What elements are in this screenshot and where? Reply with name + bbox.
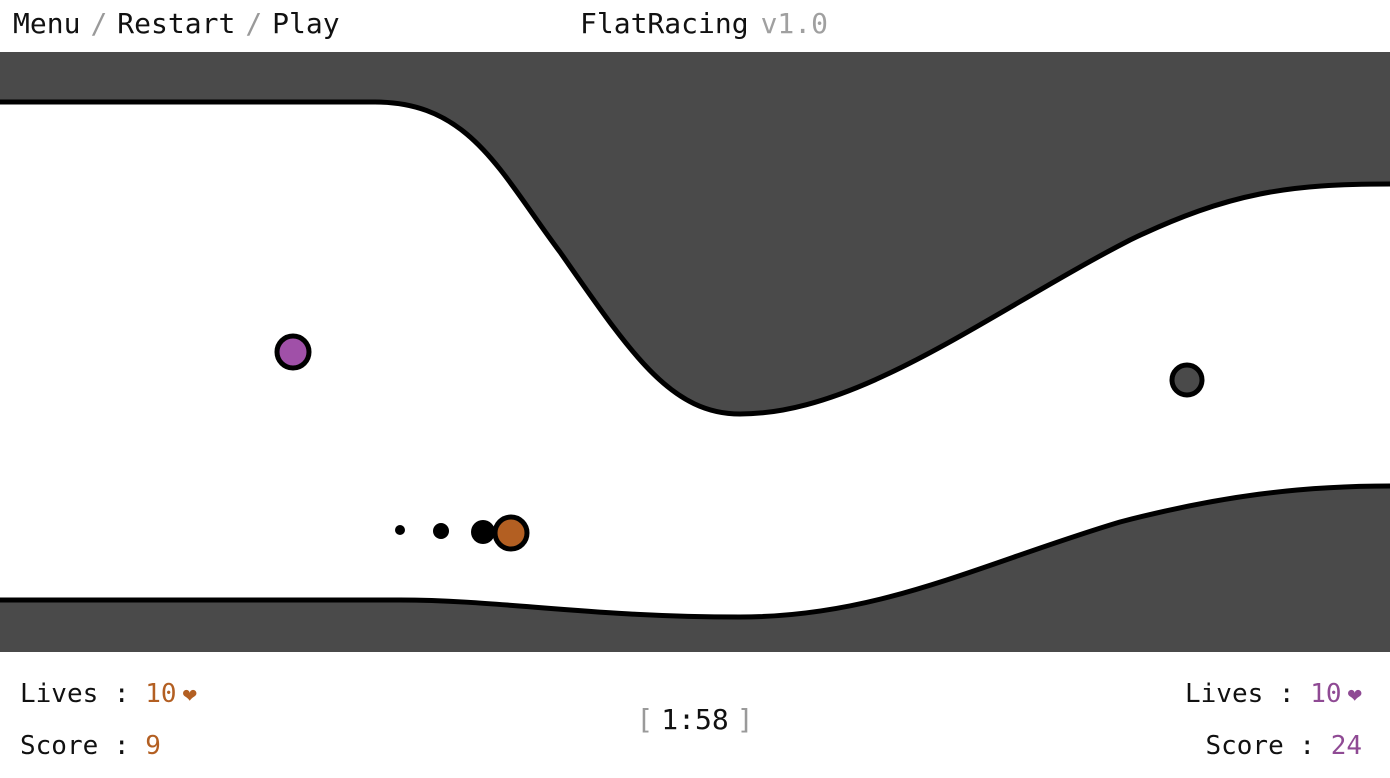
orange-player-trail xyxy=(471,520,495,544)
nav-separator: / xyxy=(90,7,108,40)
lives-value: 10 xyxy=(1310,679,1342,709)
player-one-lives: Lives : 10 ❤ xyxy=(20,678,197,710)
orange-player-trail xyxy=(433,523,449,539)
score-value: 24 xyxy=(1330,731,1362,761)
race-timer: [1:58] xyxy=(0,704,1390,736)
player-two-lives: Lives : 10 ❤ xyxy=(1185,678,1362,710)
timer-bracket-close: ] xyxy=(736,703,754,736)
score-label: Score : xyxy=(20,731,130,761)
game-version: v1.0 xyxy=(760,7,829,40)
player-one-score: Score : 9 xyxy=(20,730,161,762)
lives-value: 10 xyxy=(145,679,177,709)
score-value: 9 xyxy=(145,731,161,761)
play-link[interactable]: Play xyxy=(272,7,340,40)
game-title: FlatRacing v1.0 xyxy=(580,6,828,42)
menu-link[interactable]: Menu xyxy=(13,7,81,40)
lives-label: Lives : xyxy=(20,679,130,709)
obstacle-ball xyxy=(1169,362,1205,398)
heart-icon: ❤ xyxy=(182,680,197,708)
hud: Lives : 10 ❤ Score : 9 [1:58] Lives : 10 ❤… xyxy=(0,652,1390,778)
orange-player xyxy=(492,514,530,552)
game-name: FlatRacing xyxy=(580,7,749,40)
track-road xyxy=(0,102,1390,617)
race-track xyxy=(0,52,1390,652)
heart-icon: ❤ xyxy=(1347,680,1362,708)
track-upper-edge xyxy=(0,99,1390,417)
orange-player-trail xyxy=(395,525,405,535)
track-lower-edge xyxy=(0,483,1390,620)
restart-link[interactable]: Restart xyxy=(117,7,236,40)
score-label: Score : xyxy=(1205,731,1316,761)
purple-player xyxy=(274,333,312,371)
player-two-score: Score : 24 xyxy=(1205,730,1362,762)
lives-label: Lives : xyxy=(1185,679,1295,709)
top-bar: Menu / Restart / Play FlatRacing v1.0 xyxy=(0,0,1390,52)
nav-separator: / xyxy=(245,7,263,40)
nav-menu: Menu / Restart / Play xyxy=(13,6,340,42)
timer-value: 1:58 xyxy=(661,703,729,736)
timer-bracket-open: [ xyxy=(636,703,654,736)
